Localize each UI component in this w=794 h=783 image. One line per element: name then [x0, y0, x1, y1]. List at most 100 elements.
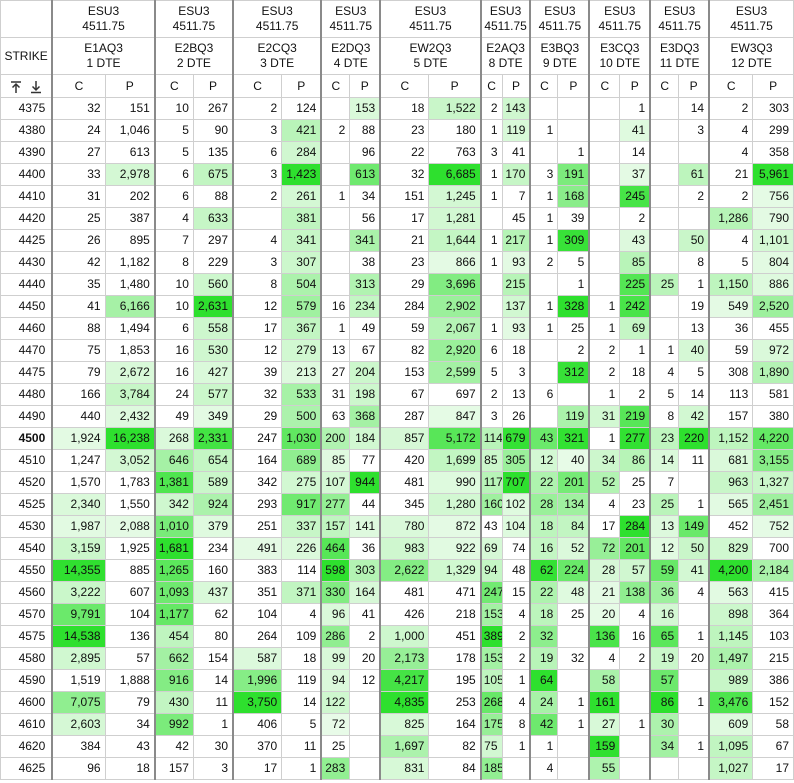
call-volume-cell[interactable]: 10: [153, 295, 194, 318]
put-volume-cell[interactable]: 18: [501, 339, 531, 362]
put-volume-cell[interactable]: 579: [281, 295, 322, 318]
call-volume-cell[interactable]: 55: [588, 757, 621, 780]
put-volume-cell[interactable]: 613: [349, 163, 381, 186]
put-volume-cell[interactable]: 154: [192, 647, 234, 670]
call-volume-cell[interactable]: 14: [649, 449, 680, 472]
put-volume-cell[interactable]: 368: [349, 405, 381, 428]
put-volume-cell[interactable]: 40: [678, 339, 710, 362]
put-volume-cell[interactable]: 2: [557, 339, 590, 362]
call-volume-cell[interactable]: 113: [708, 383, 754, 406]
call-volume-cell[interactable]: 36: [649, 581, 680, 604]
call-volume-cell[interactable]: 268: [479, 691, 503, 714]
put-volume-cell[interactable]: 119: [281, 669, 322, 692]
put-volume-cell[interactable]: 1,783: [104, 471, 156, 494]
put-volume-cell[interactable]: 358: [752, 141, 794, 164]
put-volume-cell[interactable]: 136: [104, 625, 156, 648]
put-volume-cell[interactable]: 36: [349, 537, 381, 560]
put-volume-cell[interactable]: 234: [192, 537, 234, 560]
put-volume-cell[interactable]: 3,052: [104, 449, 156, 472]
put-volume-cell[interactable]: 613: [104, 141, 156, 164]
call-volume-cell[interactable]: 384: [51, 735, 106, 758]
call-volume-cell[interactable]: 609: [708, 713, 754, 736]
put-volume-cell[interactable]: 697: [428, 383, 482, 406]
put-volume-cell[interactable]: 34: [349, 185, 381, 208]
call-volume-cell[interactable]: 96: [51, 757, 106, 780]
call-volume-cell[interactable]: 23: [379, 251, 430, 274]
put-volume-cell[interactable]: 184: [349, 427, 381, 450]
put-volume-cell[interactable]: 18: [619, 361, 651, 384]
call-volume-cell[interactable]: 65: [649, 625, 680, 648]
call-volume-cell[interactable]: 1,000: [379, 625, 430, 648]
put-volume-cell[interactable]: 341: [281, 229, 322, 252]
put-volume-cell[interactable]: [557, 97, 590, 120]
call-volume-cell[interactable]: 94: [479, 559, 503, 582]
put-volume-cell[interactable]: [349, 757, 381, 780]
put-volume-cell[interactable]: 654: [192, 449, 234, 472]
put-volume-cell[interactable]: 847: [428, 405, 482, 428]
call-volume-cell[interactable]: [529, 361, 559, 384]
put-volume-cell[interactable]: 48: [501, 559, 531, 582]
call-volume-cell[interactable]: [320, 163, 351, 186]
call-volume-cell[interactable]: 4: [588, 647, 621, 670]
call-volume-cell[interactable]: 454: [153, 625, 194, 648]
put-volume-cell[interactable]: 972: [752, 339, 794, 362]
put-volume-cell[interactable]: 437: [192, 581, 234, 604]
put-volume-cell[interactable]: 2,902: [428, 295, 482, 318]
put-column-header[interactable]: P: [619, 74, 651, 98]
call-volume-cell[interactable]: 4: [232, 229, 283, 252]
put-volume-cell[interactable]: 533: [281, 383, 322, 406]
put-volume-cell[interactable]: 17: [752, 757, 794, 780]
put-volume-cell[interactable]: 11: [678, 449, 710, 472]
put-volume-cell[interactable]: 944: [349, 471, 381, 494]
put-volume-cell[interactable]: 2,451: [752, 493, 794, 516]
put-volume-cell[interactable]: 675: [192, 163, 234, 186]
call-volume-cell[interactable]: 898: [708, 603, 754, 626]
put-volume-cell[interactable]: 3: [192, 757, 234, 780]
call-volume-cell[interactable]: 1: [529, 317, 559, 340]
call-volume-cell[interactable]: 85: [320, 449, 351, 472]
call-volume-cell[interactable]: [320, 207, 351, 230]
call-volume-cell[interactable]: 88: [51, 317, 106, 340]
put-volume-cell[interactable]: 34: [104, 713, 156, 736]
call-volume-cell[interactable]: [529, 339, 559, 362]
put-volume-cell[interactable]: [349, 735, 381, 758]
put-volume-cell[interactable]: 1,890: [752, 361, 794, 384]
call-volume-cell[interactable]: 16: [320, 295, 351, 318]
call-volume-cell[interactable]: 3,222: [51, 581, 106, 604]
call-volume-cell[interactable]: 18: [529, 603, 559, 626]
call-volume-cell[interactable]: 3: [232, 119, 283, 142]
put-volume-cell[interactable]: 427: [192, 361, 234, 384]
call-volume-cell[interactable]: 175: [479, 713, 503, 736]
put-volume-cell[interactable]: 2,978: [104, 163, 156, 186]
put-volume-cell[interactable]: 303: [349, 559, 381, 582]
call-volume-cell[interactable]: 284: [379, 295, 430, 318]
put-volume-cell[interactable]: 217: [501, 229, 531, 252]
put-volume-cell[interactable]: 415: [752, 581, 794, 604]
call-volume-cell[interactable]: 1,145: [708, 625, 754, 648]
call-volume-cell[interactable]: 31: [320, 383, 351, 406]
put-volume-cell[interactable]: 38: [349, 251, 381, 274]
put-volume-cell[interactable]: [349, 713, 381, 736]
put-volume-cell[interactable]: 44: [349, 493, 381, 516]
put-volume-cell[interactable]: 307: [281, 251, 322, 274]
call-volume-cell[interactable]: 43: [479, 515, 503, 538]
call-volume-cell[interactable]: 383: [232, 559, 283, 582]
put-volume-cell[interactable]: 50: [678, 537, 710, 560]
put-volume-cell[interactable]: 2: [501, 625, 531, 648]
put-volume-cell[interactable]: 560: [192, 273, 234, 296]
call-volume-cell[interactable]: 1,027: [708, 757, 754, 780]
call-volume-cell[interactable]: 1,150: [708, 273, 754, 296]
put-volume-cell[interactable]: 90: [192, 119, 234, 142]
column-header-expiration[interactable]: E1AQ3 1 DTE: [51, 37, 156, 75]
put-volume-cell[interactable]: 3: [678, 119, 710, 142]
put-volume-cell[interactable]: 168: [557, 185, 590, 208]
call-volume-cell[interactable]: 16: [153, 361, 194, 384]
put-volume-cell[interactable]: 191: [557, 163, 590, 186]
call-volume-cell[interactable]: 563: [708, 581, 754, 604]
put-volume-cell[interactable]: 40: [557, 449, 590, 472]
call-volume-cell[interactable]: 1,093: [153, 581, 194, 604]
put-volume-cell[interactable]: 7: [501, 185, 531, 208]
put-volume-cell[interactable]: 103: [752, 625, 794, 648]
put-volume-cell[interactable]: 1: [557, 273, 590, 296]
put-volume-cell[interactable]: 84: [557, 515, 590, 538]
